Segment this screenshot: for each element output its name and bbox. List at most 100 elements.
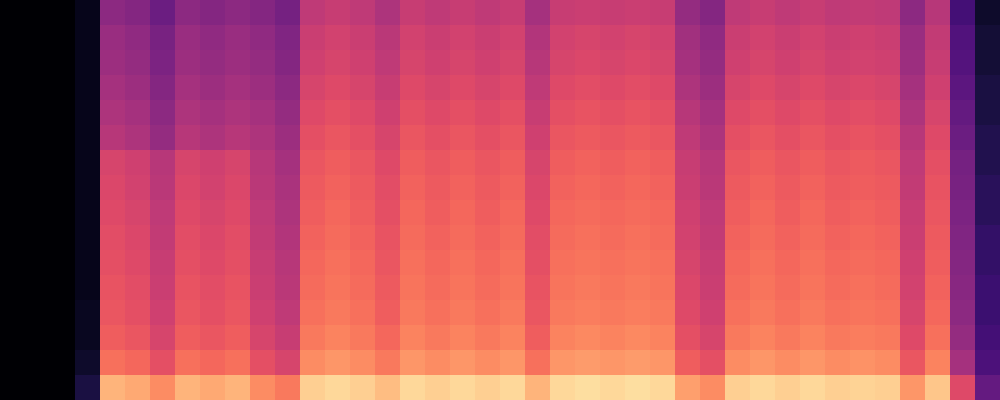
heatmap-cell (325, 25, 351, 51)
heatmap-cell (175, 25, 201, 51)
heatmap-cell (725, 225, 751, 251)
heatmap-cell (550, 225, 576, 251)
heatmap-cell (400, 375, 426, 400)
heatmap-cell (725, 325, 751, 351)
heatmap-cell (325, 250, 351, 276)
heatmap-cell (100, 375, 126, 400)
heatmap-cell (225, 200, 251, 226)
heatmap-cell (725, 250, 751, 276)
heatmap-cell (100, 200, 126, 226)
heatmap-cell (650, 175, 676, 201)
heatmap-cell (900, 200, 926, 226)
heatmap-cell (425, 100, 451, 126)
heatmap-cell (525, 300, 551, 326)
heatmap-cell (500, 150, 526, 176)
heatmap-cell (800, 375, 826, 400)
heatmap-cell (100, 75, 126, 101)
heatmap-cell (650, 200, 676, 226)
heatmap-cell (500, 50, 526, 76)
heatmap-cell (300, 175, 326, 201)
heatmap-cell (375, 200, 401, 226)
heatmap-cell (450, 50, 476, 76)
heatmap-cell (0, 100, 26, 126)
heatmap-cell (125, 325, 151, 351)
heatmap-cell (625, 0, 651, 26)
heatmap-cell (175, 200, 201, 226)
heatmap-cell (200, 0, 226, 26)
heatmap-cell (875, 0, 901, 26)
heatmap-cell (675, 300, 701, 326)
heatmap-cell (550, 25, 576, 51)
heatmap-cell (500, 175, 526, 201)
heatmap-cell (75, 325, 101, 351)
heatmap-cell (775, 375, 801, 400)
heatmap-cell (400, 75, 426, 101)
heatmap-cell (250, 50, 276, 76)
heatmap-cell (150, 200, 176, 226)
heatmap-cell (0, 350, 26, 376)
heatmap-cell (225, 350, 251, 376)
heatmap-cell (275, 75, 301, 101)
heatmap-cell (275, 225, 301, 251)
heatmap-cell (325, 175, 351, 201)
heatmap-cell (775, 175, 801, 201)
heatmap-cell (300, 25, 326, 51)
heatmap-cell (600, 275, 626, 301)
heatmap-cell (150, 150, 176, 176)
heatmap-cell (875, 125, 901, 151)
heatmap-cell (700, 300, 726, 326)
heatmap-cell (175, 150, 201, 176)
heatmap-cell (175, 375, 201, 400)
heatmap-cell (300, 0, 326, 26)
heatmap-cell (175, 50, 201, 76)
heatmap-cell (775, 75, 801, 101)
heatmap-cell (575, 200, 601, 226)
heatmap-cell (800, 150, 826, 176)
heatmap-cell (500, 325, 526, 351)
heatmap-cell (400, 25, 426, 51)
heatmap-cell (450, 0, 476, 26)
heatmap-cell (825, 50, 851, 76)
chart (0, 0, 1000, 400)
heatmap-cell (50, 275, 76, 301)
heatmap-cell (675, 375, 701, 400)
heatmap-cell (25, 375, 51, 400)
heatmap-cell (500, 100, 526, 126)
heatmap-cell (350, 375, 376, 400)
heatmap-cell (400, 200, 426, 226)
heatmap-cell (575, 75, 601, 101)
heatmap-cell (975, 250, 1000, 276)
heatmap-cell (300, 300, 326, 326)
heatmap-cell (850, 250, 876, 276)
heatmap-cell (600, 125, 626, 151)
heatmap-cell (500, 75, 526, 101)
heatmap-cell (250, 150, 276, 176)
heatmap-cell (625, 325, 651, 351)
heatmap-cell (375, 375, 401, 400)
heatmap-cell (625, 125, 651, 151)
heatmap-cell (625, 150, 651, 176)
heatmap-cell (625, 25, 651, 51)
heatmap-cell (650, 125, 676, 151)
heatmap-cell (800, 75, 826, 101)
heatmap-cell (375, 175, 401, 201)
heatmap-cell (350, 250, 376, 276)
heatmap-cell (75, 350, 101, 376)
heatmap-cell (525, 0, 551, 26)
heatmap-cell (700, 75, 726, 101)
heatmap-cell (300, 200, 326, 226)
heatmap-cell (450, 375, 476, 400)
heatmap-cell (225, 225, 251, 251)
heatmap-cell (475, 375, 501, 400)
heatmap-cell (400, 150, 426, 176)
heatmap-cell (100, 175, 126, 201)
heatmap-cell (675, 350, 701, 376)
heatmap-cell (450, 150, 476, 176)
heatmap-cell (725, 175, 751, 201)
heatmap-cell (750, 75, 776, 101)
heatmap-cell (175, 350, 201, 376)
heatmap-cell (875, 50, 901, 76)
heatmap-cell (950, 325, 976, 351)
heatmap-cell (475, 275, 501, 301)
heatmap-cell (525, 250, 551, 276)
